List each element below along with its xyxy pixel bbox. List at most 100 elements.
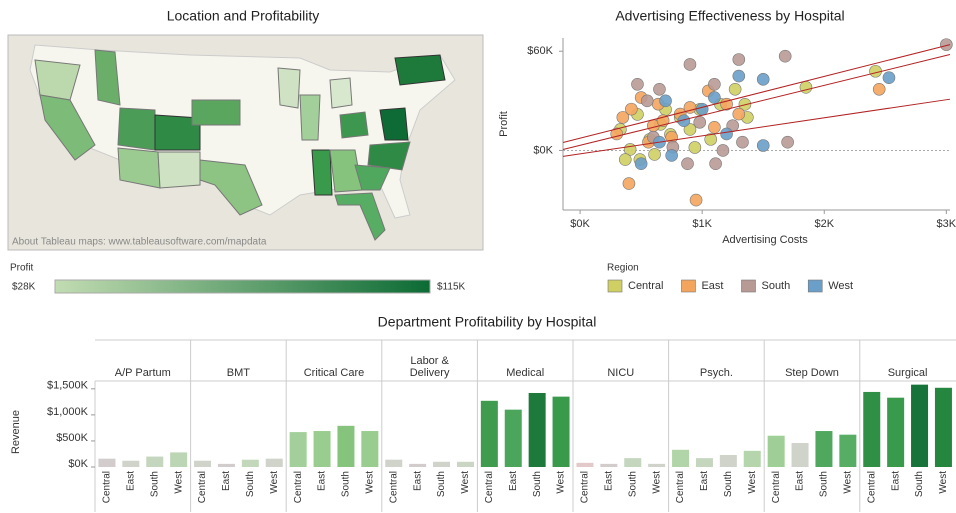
legend-title: Region — [607, 263, 639, 274]
x-tick-label: East — [317, 471, 328, 491]
x-tick-label: West — [269, 471, 280, 494]
point — [882, 71, 896, 84]
point — [720, 127, 733, 141]
bar — [217, 463, 235, 467]
x-tick-label: South — [532, 471, 543, 497]
bar — [480, 400, 498, 467]
x-tick-label: East — [508, 471, 519, 491]
state — [191, 99, 241, 126]
state — [339, 111, 369, 139]
point — [708, 91, 721, 104]
bar — [528, 392, 546, 467]
y-tick-label: $0K — [68, 458, 88, 470]
map-legend-min: $28K — [12, 282, 36, 293]
point — [799, 80, 813, 94]
x-tick-label: West — [842, 471, 853, 494]
bar — [648, 463, 666, 467]
state — [117, 107, 156, 151]
x-tick-label: South — [819, 471, 830, 497]
point — [634, 157, 648, 170]
legend-label: East — [701, 280, 723, 292]
state — [94, 49, 121, 106]
point — [732, 69, 746, 83]
state — [329, 77, 353, 109]
point — [681, 157, 694, 170]
y-tick-label: $500K — [56, 432, 88, 444]
bar — [839, 434, 857, 467]
x-tick-label: East — [221, 471, 232, 491]
map-legend-gradient — [54, 279, 431, 294]
point — [653, 82, 666, 96]
facet-header: Labor & Delivery — [409, 355, 450, 379]
state — [394, 54, 446, 86]
map-title: Location and Profitability — [167, 8, 320, 24]
x-tick-label: Central — [293, 471, 304, 503]
state — [311, 149, 333, 196]
bar — [863, 391, 881, 467]
legend-label: West — [828, 280, 853, 292]
x-tick-label: East — [603, 471, 614, 491]
bar — [146, 456, 164, 467]
legend-label: Central — [628, 280, 663, 292]
bar — [791, 443, 809, 467]
bar — [576, 462, 594, 467]
point — [756, 73, 770, 86]
state — [39, 94, 96, 161]
bar — [624, 458, 642, 467]
bar — [672, 449, 690, 467]
x-tick-label: East — [412, 471, 423, 491]
point — [736, 135, 749, 149]
point — [869, 64, 882, 78]
facet-header: BMT — [226, 367, 250, 379]
x-tick-label: East — [699, 471, 710, 491]
facet-header: A/P Partum — [114, 367, 171, 379]
x-tick-label: East — [890, 471, 901, 491]
point — [659, 94, 672, 108]
map-legend-max: $115K — [437, 282, 466, 293]
bar — [98, 458, 116, 467]
bar — [313, 431, 331, 467]
x-tick-label: South — [627, 471, 638, 497]
legend-swatch — [681, 279, 696, 293]
x-tick-label: Central — [771, 471, 782, 503]
point — [683, 58, 697, 71]
bar — [409, 463, 427, 467]
point — [728, 82, 742, 96]
bar — [194, 460, 212, 467]
x-tick-label: Central — [866, 471, 877, 503]
point — [940, 38, 953, 51]
bar — [433, 461, 451, 467]
map — [7, 34, 484, 251]
point — [738, 98, 752, 111]
point — [695, 102, 709, 116]
x-tick-label: Central — [580, 471, 591, 503]
facet-header: Psych. — [699, 367, 733, 379]
point — [872, 82, 886, 96]
map-legend-title: Profit — [10, 263, 34, 274]
bar — [719, 455, 737, 467]
bar — [170, 452, 188, 467]
point — [732, 53, 746, 66]
bar — [337, 425, 355, 467]
bar — [289, 432, 307, 467]
state — [157, 151, 201, 189]
state — [367, 141, 411, 171]
bar — [934, 387, 952, 467]
y-tick-label: $1,500K — [47, 380, 89, 392]
legend-swatch — [607, 279, 623, 293]
x-tick-label: South — [723, 471, 734, 497]
point — [677, 114, 691, 127]
y-tick-label: $1,000K — [47, 406, 89, 418]
x-tick-label: West — [460, 471, 471, 494]
point — [631, 78, 644, 91]
state — [334, 192, 386, 241]
trend-line — [562, 98, 951, 157]
point — [688, 141, 702, 154]
point — [618, 153, 632, 166]
bar — [767, 435, 785, 467]
bar — [456, 461, 474, 467]
y-axis-label: Revenue — [10, 410, 22, 454]
x-tick-label: South — [245, 471, 256, 497]
